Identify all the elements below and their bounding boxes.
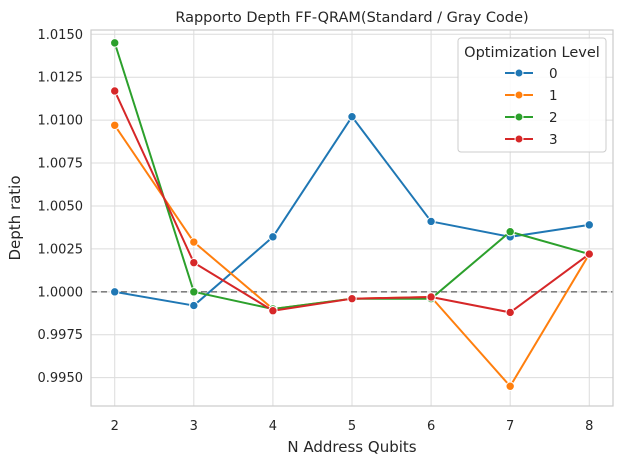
data-point <box>347 112 357 122</box>
plot-area-frame <box>90 29 614 407</box>
legend-item: 3 <box>505 132 558 148</box>
data-point <box>505 227 515 237</box>
data-point <box>189 257 199 268</box>
y-tick-label: 1.0150 <box>38 28 84 43</box>
data-point <box>505 307 515 318</box>
data-point <box>268 232 278 242</box>
chart-title: Rapporto Depth FF-QRAM(Standard / Gray C… <box>175 10 528 26</box>
legend-label: 0 <box>549 66 558 82</box>
legend-item: 2 <box>505 110 558 126</box>
data-point <box>347 293 357 304</box>
data-point <box>426 292 436 302</box>
y-tick-label: 0.9975 <box>38 328 84 343</box>
series-3 <box>110 86 594 318</box>
legend-swatch-marker <box>514 90 524 100</box>
y-tick-label: 1.0075 <box>38 157 84 172</box>
data-point <box>426 216 436 227</box>
legend-swatch-marker <box>514 134 524 144</box>
data-point <box>189 287 199 297</box>
data-point <box>505 381 515 391</box>
x-tick-label: 4 <box>269 419 277 434</box>
legend-swatch-marker <box>514 68 524 78</box>
data-point <box>110 86 120 96</box>
y-tick-label: 1.0125 <box>38 71 84 86</box>
y-tick-label: 1.0100 <box>38 114 84 129</box>
y-tick-labels: 0.9950 0.9975 1.0000 1.0025 1.0050 1.0075 1.01… <box>38 28 84 386</box>
x-tick-label: 7 <box>506 419 514 434</box>
data-point <box>189 237 199 247</box>
data-point <box>584 249 594 259</box>
legend-label: 2 <box>549 110 558 126</box>
legend-label: 1 <box>549 88 558 104</box>
y-tick-label: 0.9950 <box>38 371 84 386</box>
data-point <box>268 306 278 316</box>
data-point <box>110 287 120 297</box>
y-axis-title: Depth ratio <box>6 175 24 260</box>
data-point <box>189 300 199 311</box>
series-lines <box>110 38 594 391</box>
y-tick-label: 1.0050 <box>38 199 84 214</box>
series-0 <box>110 112 594 311</box>
data-point <box>110 38 120 48</box>
legend-title: Optimization Level <box>464 45 600 61</box>
legend-label: 3 <box>549 132 558 148</box>
y-tick-label: 1.0000 <box>38 285 84 300</box>
x-tick-label: 2 <box>111 419 119 434</box>
x-tick-label: 6 <box>427 419 435 434</box>
legend-item: 0 <box>505 66 558 82</box>
x-tick-label: 3 <box>190 419 198 434</box>
data-point <box>584 220 594 230</box>
legend-item: 1 <box>505 88 558 104</box>
x-axis-title: N Address Qubits <box>287 438 416 456</box>
x-tick-labels: 2 3 4 5 6 7 8 <box>111 419 594 434</box>
data-point <box>110 120 120 130</box>
x-tick-label: 5 <box>348 419 356 434</box>
legend: Optimization Level 0 1 2 3 <box>457 37 607 153</box>
legend-swatch-marker <box>514 112 524 122</box>
x-tick-label: 8 <box>585 419 593 434</box>
legend-items: 0 1 2 3 <box>505 66 558 148</box>
y-tick-label: 1.0025 <box>38 242 84 257</box>
